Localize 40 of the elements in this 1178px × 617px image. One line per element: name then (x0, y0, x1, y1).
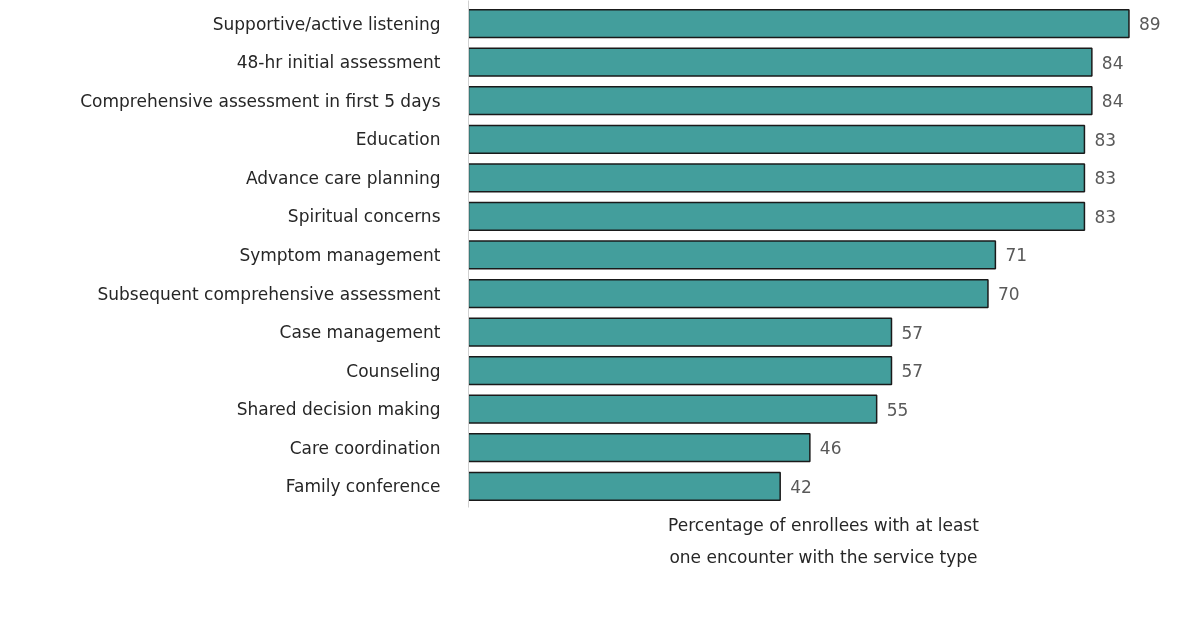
bar (468, 278, 989, 309)
data-label: 46 (819, 438, 842, 459)
y-tick-label: Care coordination (289, 437, 441, 458)
data-label: 71 (1005, 245, 1028, 266)
data-label: 83 (1094, 168, 1117, 189)
data-label: 83 (1094, 206, 1117, 227)
bar (468, 356, 893, 386)
y-tick-label: Case management (279, 322, 441, 343)
y-tick-label: Counseling (346, 360, 441, 381)
bar (468, 240, 997, 270)
data-label: 57 (901, 322, 924, 343)
y-tick-label: Advance care planning (245, 167, 441, 188)
data-label: 57 (901, 361, 924, 382)
bar (468, 47, 1093, 77)
data-label: 55 (886, 399, 909, 420)
y-tick-label: Supportive/active listening (212, 13, 441, 34)
y-tick-label: Spiritual concerns (287, 206, 441, 227)
bar (468, 394, 878, 424)
data-label: 89 (1138, 14, 1161, 35)
bar (468, 86, 1093, 116)
y-tick-label: Comprehensive assessment in first 5 days (80, 90, 441, 111)
y-tick-label: 48-hr initial assessment (236, 52, 441, 73)
y-tick-label: Symptom management (239, 244, 441, 265)
bar (468, 201, 1086, 232)
bar (468, 163, 1086, 193)
bar (468, 9, 1130, 39)
x-axis-title: Percentage of enrollees with at least one encounter with the service type (668, 514, 980, 567)
data-label: 70 (997, 284, 1020, 305)
data-label: 42 (790, 476, 812, 497)
y-tick-label: Subsequent comprehensive assessment (97, 283, 441, 304)
y-tick-label: Education (355, 129, 441, 150)
y-tick-label: Shared decision making (236, 399, 441, 420)
bar (468, 124, 1086, 154)
bar (468, 317, 893, 347)
y-tick-label: Family conference (285, 476, 441, 497)
bar (468, 471, 781, 501)
bar (468, 433, 811, 463)
data-label: 83 (1094, 129, 1117, 150)
data-label: 84 (1101, 52, 1124, 73)
data-label: 84 (1101, 91, 1124, 112)
